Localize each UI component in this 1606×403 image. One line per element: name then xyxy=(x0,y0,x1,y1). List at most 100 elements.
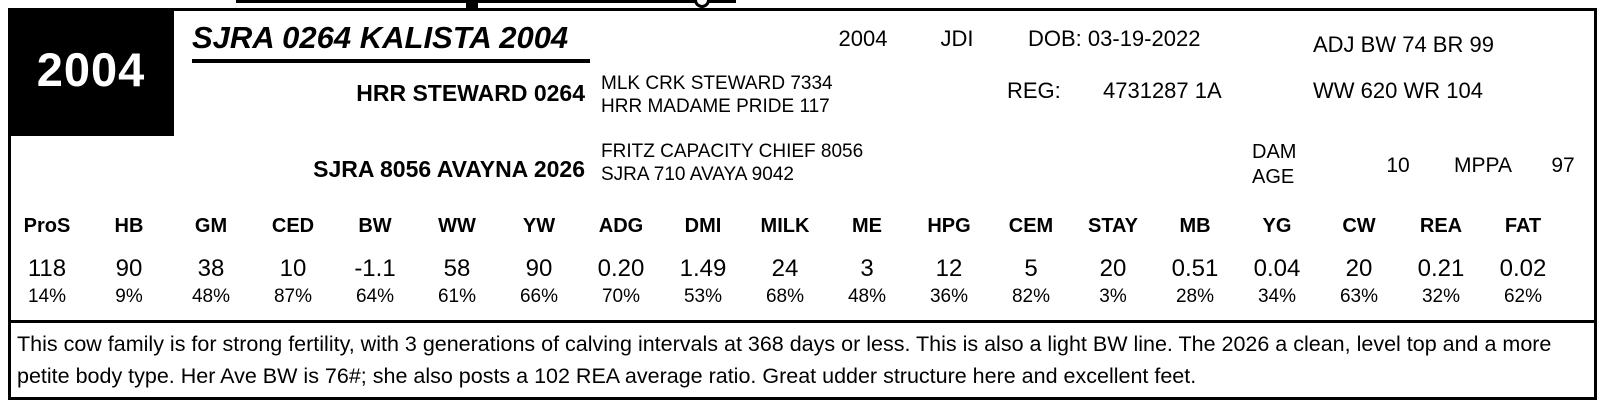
epd-header: CEM xyxy=(1008,215,1054,237)
dob-value: DOB: 03-19-2022 xyxy=(1028,26,1201,51)
epd-column-gm: GM 38 48% xyxy=(170,214,252,308)
epd-percentile: 66% xyxy=(519,286,559,307)
tattoo-value: 2004 xyxy=(838,26,888,51)
epd-header: CW xyxy=(1342,215,1376,237)
epd-header: DMI xyxy=(684,215,722,237)
epd-value: 118 xyxy=(27,255,67,282)
epd-percentile: 48% xyxy=(191,286,231,307)
ww-wr-line: WW 620 WR 104 xyxy=(1313,78,1483,103)
epd-value: 12 xyxy=(935,255,963,282)
epd-value: 90 xyxy=(115,255,143,282)
epd-value: 0.20 xyxy=(597,255,645,282)
epd-header: REA xyxy=(1419,215,1463,237)
adj-bw-line: ADJ BW 74 BR 99 xyxy=(1313,32,1494,57)
epd-header: HB xyxy=(114,215,144,237)
epd-column-me: ME 3 48% xyxy=(826,214,908,308)
epd-column-dmi: DMI 1.49 53% xyxy=(662,214,744,308)
epd-header: YW xyxy=(522,215,556,237)
epd-column-hb: HB 90 9% xyxy=(88,214,170,308)
epd-column-rea: REA 0.21 32% xyxy=(1400,214,1482,308)
breeder-code: JDI xyxy=(940,26,974,51)
epd-header: MILK xyxy=(760,215,810,237)
epd-value: 5 xyxy=(1024,255,1038,282)
epd-column-cem: CEM 5 82% xyxy=(990,214,1072,308)
dam-age-value: 10 xyxy=(1386,154,1410,177)
epd-column-adg: ADG 0.20 70% xyxy=(580,214,662,308)
lot-card-border xyxy=(8,8,1597,400)
reg-value: 4731287 1A xyxy=(1103,78,1222,103)
epd-header: WW xyxy=(438,215,476,237)
epd-percentile: 61% xyxy=(437,286,477,307)
reg-label: REG: xyxy=(1007,78,1061,103)
epd-percentile: 70% xyxy=(601,286,641,307)
epd-value: 1.49 xyxy=(679,255,727,282)
epd-percentile: 82% xyxy=(1011,286,1051,307)
epd-header: ME xyxy=(852,215,882,237)
epd-value: 20 xyxy=(1345,255,1373,282)
epd-header: ADG xyxy=(598,215,644,237)
epd-percentile: 64% xyxy=(355,286,395,307)
epd-value: -1.1 xyxy=(354,255,396,282)
epd-column-stay: STAY 20 3% xyxy=(1072,214,1154,308)
epd-column-cw: CW 20 63% xyxy=(1318,214,1400,308)
epd-value: 58 xyxy=(443,255,471,282)
mppa-label: MPPA xyxy=(1454,154,1512,177)
epd-value: 20 xyxy=(1099,255,1127,282)
epd-column-pros: ProS 118 14% xyxy=(6,214,88,308)
epd-column-yg: YG 0.04 34% xyxy=(1236,214,1318,308)
epd-percentile: 14% xyxy=(27,286,67,307)
epd-value: 0.51 xyxy=(1171,255,1219,282)
epd-percentile: 53% xyxy=(683,286,723,307)
epd-percentile: 9% xyxy=(115,286,143,307)
animal-name-title: SJRA 0264 KALISTA 2004 xyxy=(192,20,591,63)
epd-percentile: 68% xyxy=(765,286,805,307)
epd-column-yw: YW 90 66% xyxy=(498,214,580,308)
epd-percentile: 87% xyxy=(273,286,313,307)
epd-percentile: 63% xyxy=(1339,286,1379,307)
clipped-text-remnant xyxy=(466,0,478,8)
sire-dam-name: HRR MADAME PRIDE 117 xyxy=(601,96,830,117)
dam-name: SJRA 8056 AVAYNA 2026 xyxy=(313,156,585,182)
epd-header: BW xyxy=(358,215,392,237)
epd-percentile: 48% xyxy=(847,286,887,307)
sire-name: HRR STEWARD 0264 xyxy=(356,80,585,106)
epd-value: 90 xyxy=(525,255,553,282)
sire-sire-name: MLK CRK STEWARD 7334 xyxy=(601,73,833,94)
epd-percentile: 62% xyxy=(1503,286,1543,307)
epd-header: FAT xyxy=(1504,215,1542,237)
dam-age-label: DAM AGE xyxy=(1252,141,1297,188)
epd-column-fat: FAT 0.02 62% xyxy=(1482,214,1564,308)
dam-parents: FRITZ CAPACITY CHIEF 8056 SJRA 710 AVAYA… xyxy=(601,140,863,186)
epd-header: MB xyxy=(1179,215,1211,237)
epd-column-ced: CED 10 87% xyxy=(252,214,334,308)
clipped-text-remnant xyxy=(694,0,710,8)
epd-percentile: 32% xyxy=(1421,286,1461,307)
epd-column-milk: MILK 24 68% xyxy=(744,214,826,308)
mppa-value: 97 xyxy=(1551,154,1575,177)
epd-percentile: 34% xyxy=(1257,286,1297,307)
epd-column-ww: WW 58 61% xyxy=(416,214,498,308)
epd-value: 0.02 xyxy=(1499,255,1547,282)
clipped-text-remnant xyxy=(236,0,736,3)
epd-percentile: 36% xyxy=(929,286,969,307)
epd-column-bw: BW -1.1 64% xyxy=(334,214,416,308)
lot-number-box: 2004 xyxy=(8,8,174,136)
epd-header: GM xyxy=(194,215,228,237)
description-text: This cow family is for strong fertility,… xyxy=(17,332,1552,388)
epd-percentile: 3% xyxy=(1099,286,1127,307)
dam-sire-name: FRITZ CAPACITY CHIEF 8056 xyxy=(601,141,864,162)
epd-value: 0.21 xyxy=(1417,255,1465,282)
epd-header: YG xyxy=(1262,215,1292,237)
epd-header: STAY xyxy=(1087,215,1139,237)
epd-column-mb: MB 0.51 28% xyxy=(1154,214,1236,308)
sire-parents: MLK CRK STEWARD 7334 HRR MADAME PRIDE 11… xyxy=(601,72,833,118)
epd-value: 3 xyxy=(860,255,874,282)
epd-value: 24 xyxy=(771,255,799,282)
epd-value: 10 xyxy=(279,255,307,282)
dam-dam-name: SJRA 710 AVAYA 9042 xyxy=(601,164,794,185)
epd-header: HPG xyxy=(927,215,971,237)
epd-table: ProS 118 14% HB 90 9% GM 38 48% CED 10 87% BW -1.1 64%… xyxy=(6,214,1564,308)
epd-column-hpg: HPG 12 36% xyxy=(908,214,990,308)
section-divider xyxy=(8,320,1597,323)
